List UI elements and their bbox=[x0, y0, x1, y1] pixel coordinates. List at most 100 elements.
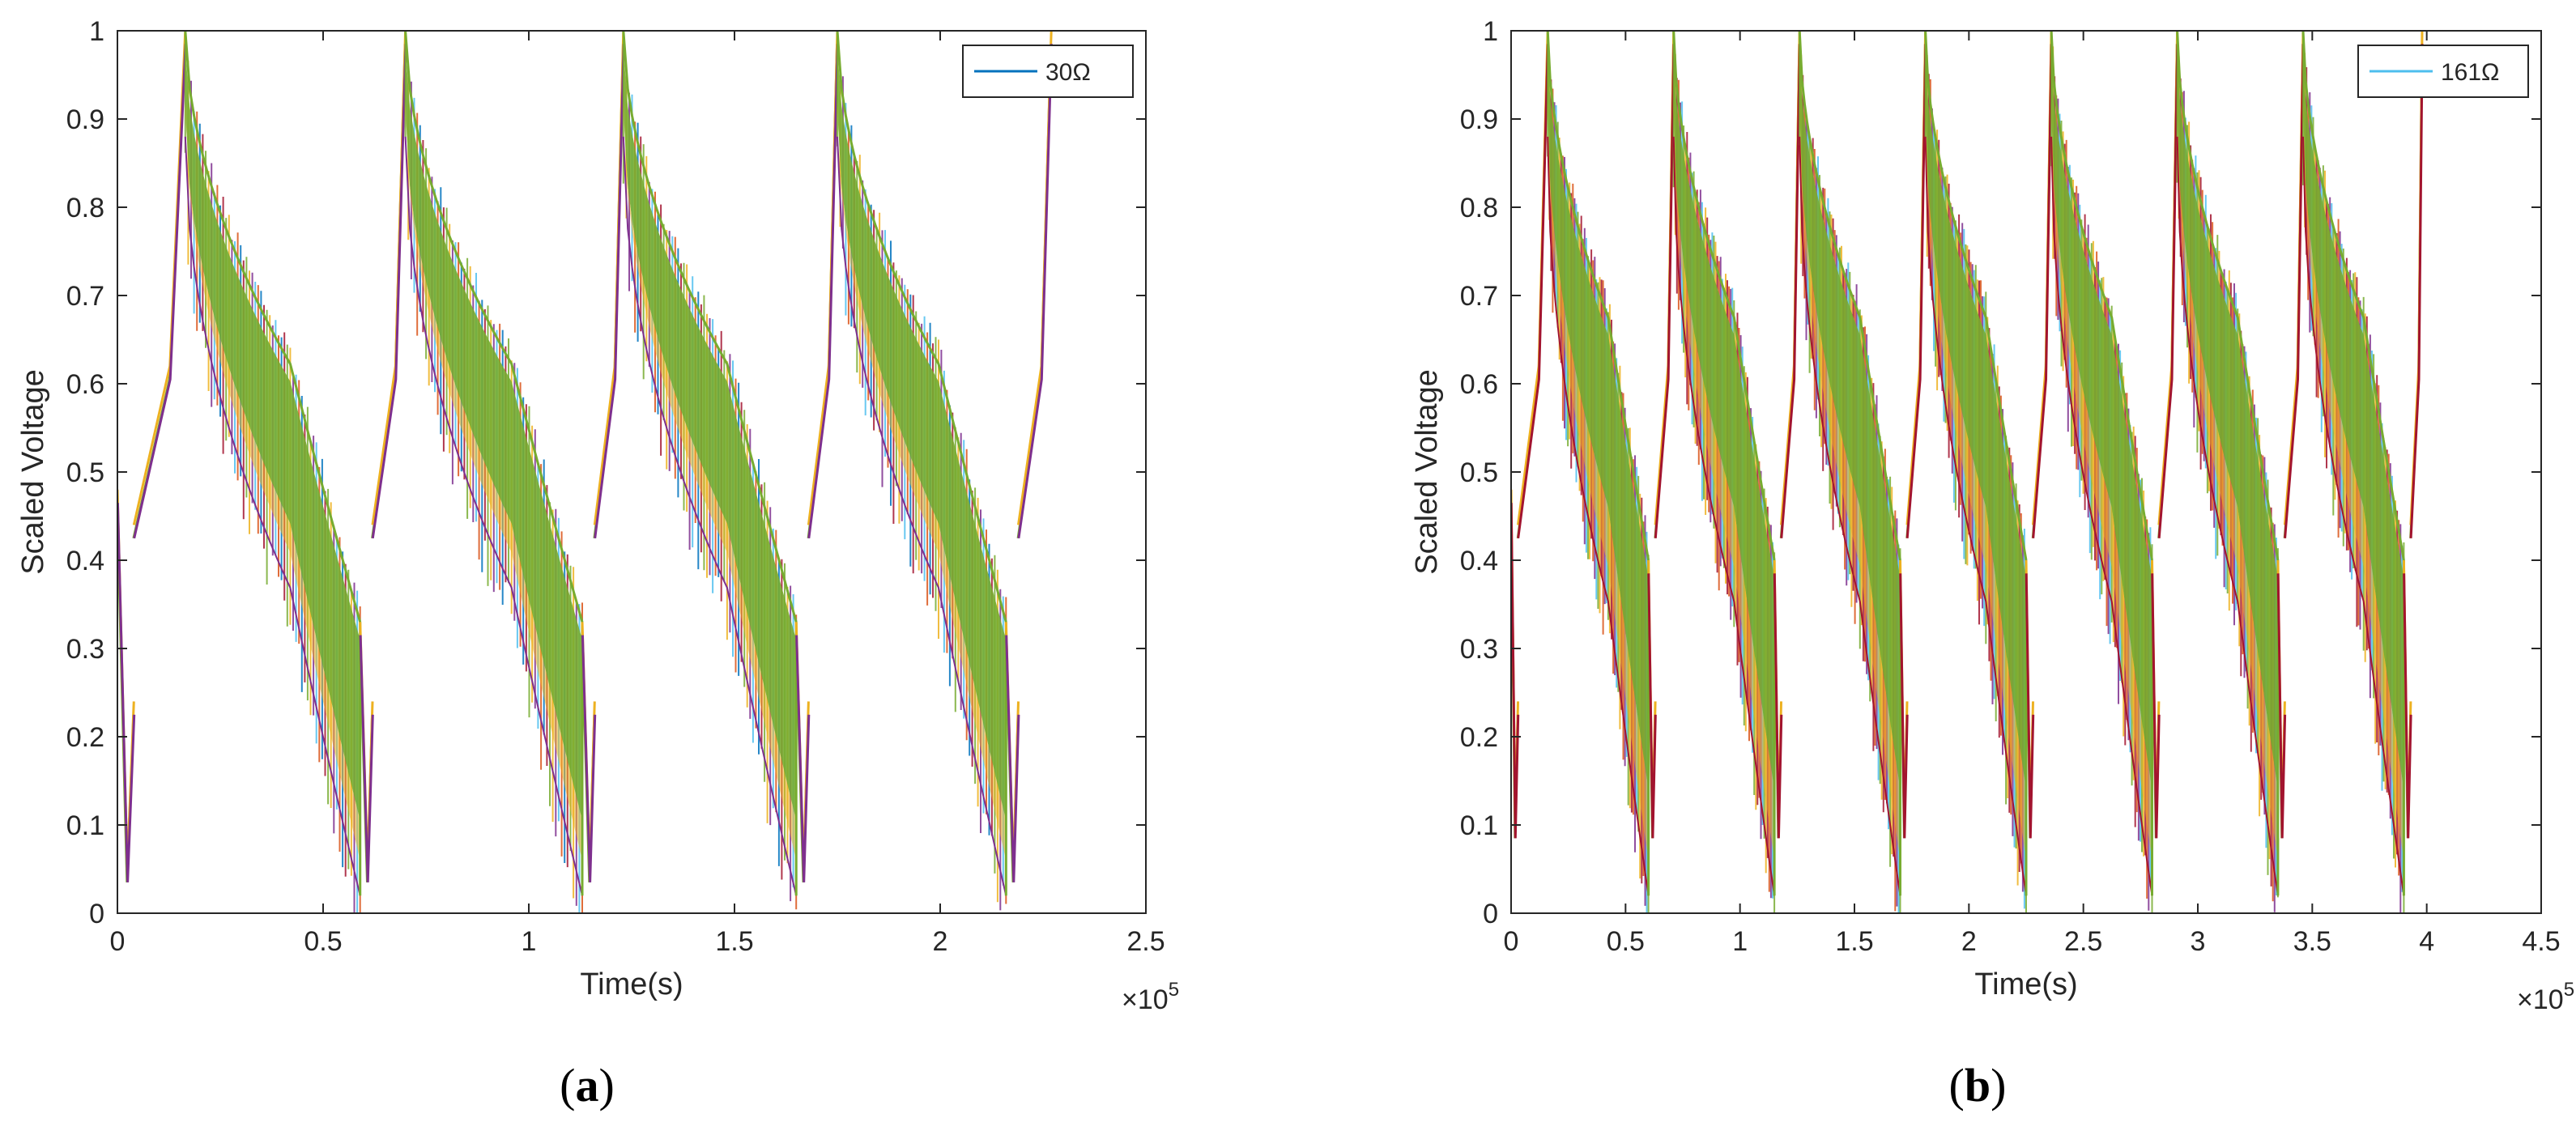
trace-rest-3 bbox=[1773, 573, 1783, 839]
cycle-1 bbox=[1511, 31, 1650, 913]
discharge-band bbox=[837, 48, 1007, 821]
panel-a-legend: 30Ω bbox=[962, 45, 1134, 98]
x-tick-label: 0.5 bbox=[1607, 926, 1645, 957]
discharge-upper-envelope bbox=[1546, 31, 1650, 561]
y-tick-label: 0.6 bbox=[66, 369, 104, 400]
cycle-3 bbox=[581, 31, 798, 910]
trace-charge-3 bbox=[371, 44, 407, 539]
panel-a-caption: (a) bbox=[560, 1059, 615, 1112]
discharge-lower-band bbox=[2303, 101, 2404, 861]
trace-rest-3 bbox=[117, 503, 136, 882]
x-tick-label: 0 bbox=[1504, 926, 1519, 957]
discharge-lower-envelope bbox=[2050, 136, 2153, 896]
y-tick-label: 0.4 bbox=[1460, 546, 1498, 576]
discharge-lower-band bbox=[1925, 101, 2026, 861]
discharge-band bbox=[405, 48, 582, 821]
y-tick-label: 0.6 bbox=[1460, 369, 1498, 400]
discharge-lower-band bbox=[185, 101, 360, 861]
x-tick-label: 2 bbox=[933, 926, 948, 957]
panel-a-x-exponent: ×105 bbox=[1122, 979, 1179, 1015]
y-tick-label: 0.3 bbox=[66, 634, 104, 665]
discharge-lower-envelope bbox=[2176, 136, 2279, 896]
discharge-band bbox=[1548, 48, 1649, 790]
discharge-band bbox=[2051, 48, 2152, 790]
trace-rest-3 bbox=[1899, 573, 1909, 839]
panel-b: 0 0.5 1 1.5 2 2.5 3 3.5 4 4.5 0 0.1 0.2 0.3 0.4 0.5 0.6… bbox=[1410, 16, 2574, 1112]
y-tick-label: 0.9 bbox=[66, 104, 104, 135]
trace-charge-3 bbox=[2409, 44, 2424, 538]
trace-charge-2 bbox=[371, 31, 407, 525]
y-tick-label: 0.8 bbox=[66, 193, 104, 223]
trace-rest-3 bbox=[1005, 635, 1020, 882]
trace-charge-2 bbox=[1517, 31, 1549, 525]
panel-b-y-axis-label: Scaled Voltage bbox=[1410, 369, 1444, 575]
panel-b-x-exponent: ×105 bbox=[2517, 979, 2574, 1015]
panel-a-exponent-power: 5 bbox=[1169, 979, 1179, 1001]
cycle-4 bbox=[794, 31, 1007, 911]
cycle-5 bbox=[1004, 31, 1053, 882]
panel-b-caption-letter: b bbox=[1965, 1059, 1991, 1112]
y-tick-label: 0.2 bbox=[66, 722, 104, 753]
panel-b-plot-area bbox=[1511, 31, 2424, 913]
discharge-lower-band bbox=[837, 101, 1007, 861]
discharge-upper-envelope bbox=[404, 31, 584, 623]
discharge-band bbox=[1925, 48, 2026, 790]
discharge-lower-band bbox=[2051, 101, 2152, 861]
x-tick-label: 1.5 bbox=[715, 926, 753, 957]
trace-charge-3 bbox=[1654, 44, 1675, 538]
cycle-6 bbox=[2150, 31, 2280, 912]
discharge-upper-envelope bbox=[622, 31, 798, 623]
discharge-lower-band bbox=[2177, 101, 2278, 861]
discharge-lower-envelope bbox=[837, 136, 1007, 896]
trace-charge-3 bbox=[594, 44, 625, 538]
trace-charge-3 bbox=[1517, 44, 1549, 538]
trace-charge-1 bbox=[593, 44, 624, 538]
trace-rest-3 bbox=[2151, 573, 2161, 839]
cycle-5 bbox=[2025, 31, 2153, 913]
panel-b-x-axis-label: Time(s) bbox=[1974, 967, 2077, 1001]
y-tick-label: 0.2 bbox=[1460, 722, 1498, 753]
cycle-4 bbox=[1898, 31, 2028, 913]
discharge-lower-band bbox=[1548, 101, 1649, 861]
panel-a-x-axis-label: Time(s) bbox=[580, 967, 683, 1001]
panel-a-legend-label: 30Ω bbox=[1045, 59, 1091, 86]
trace-rest-3 bbox=[795, 635, 811, 882]
panel-a-exponent-base: ×10 bbox=[1122, 984, 1169, 1015]
y-tick-label: 0 bbox=[1483, 899, 1498, 929]
cycle-3 bbox=[1773, 31, 1901, 913]
y-tick-label: 0 bbox=[89, 899, 104, 929]
discharge-lower-envelope bbox=[1799, 136, 1901, 896]
discharge-lower-band bbox=[1673, 101, 1775, 861]
y-tick-label: 1 bbox=[89, 16, 104, 47]
x-tick-label: 1 bbox=[522, 926, 537, 957]
discharge-band bbox=[1799, 48, 1901, 790]
discharge-band bbox=[185, 48, 360, 821]
x-tick-label: 2.5 bbox=[1126, 926, 1165, 957]
panel-a-y-ticks: 0 0.1 0.2 0.3 0.4 0.5 0.6 0.7 0.8 0.9 1 bbox=[66, 16, 1146, 929]
x-tick-label: 1 bbox=[1732, 926, 1748, 957]
trace-charge-1 bbox=[1516, 44, 1549, 538]
cycle-1 bbox=[117, 31, 362, 913]
x-tick-label: 3.5 bbox=[2293, 926, 2331, 957]
y-tick-label: 0.8 bbox=[1460, 193, 1498, 223]
x-tick-label: 3 bbox=[2191, 926, 2206, 957]
panel-b-x-ticks: 0 0.5 1 1.5 2 2.5 3 3.5 4 4.5 bbox=[1504, 31, 2561, 957]
y-tick-label: 0.9 bbox=[1460, 104, 1498, 135]
discharge-lower-envelope bbox=[184, 136, 361, 896]
trace-charge-2 bbox=[1017, 31, 1053, 525]
discharge-band bbox=[1673, 48, 1775, 790]
discharge-lower-envelope bbox=[404, 136, 583, 896]
x-tick-label: 0 bbox=[110, 926, 126, 957]
discharge-lower-band bbox=[405, 101, 582, 861]
discharge-band bbox=[623, 48, 797, 821]
x-tick-label: 4 bbox=[2419, 926, 2434, 957]
trace-charge-3 bbox=[1017, 44, 1053, 539]
trace-rest-3 bbox=[2403, 573, 2412, 839]
y-tick-label: 0.5 bbox=[66, 457, 104, 488]
y-tick-label: 0.4 bbox=[66, 546, 104, 576]
cycle-2 bbox=[358, 31, 584, 913]
x-tick-label: 2 bbox=[1961, 926, 1977, 957]
y-tick-label: 0.5 bbox=[1460, 457, 1498, 488]
cycle-8 bbox=[2402, 31, 2424, 839]
